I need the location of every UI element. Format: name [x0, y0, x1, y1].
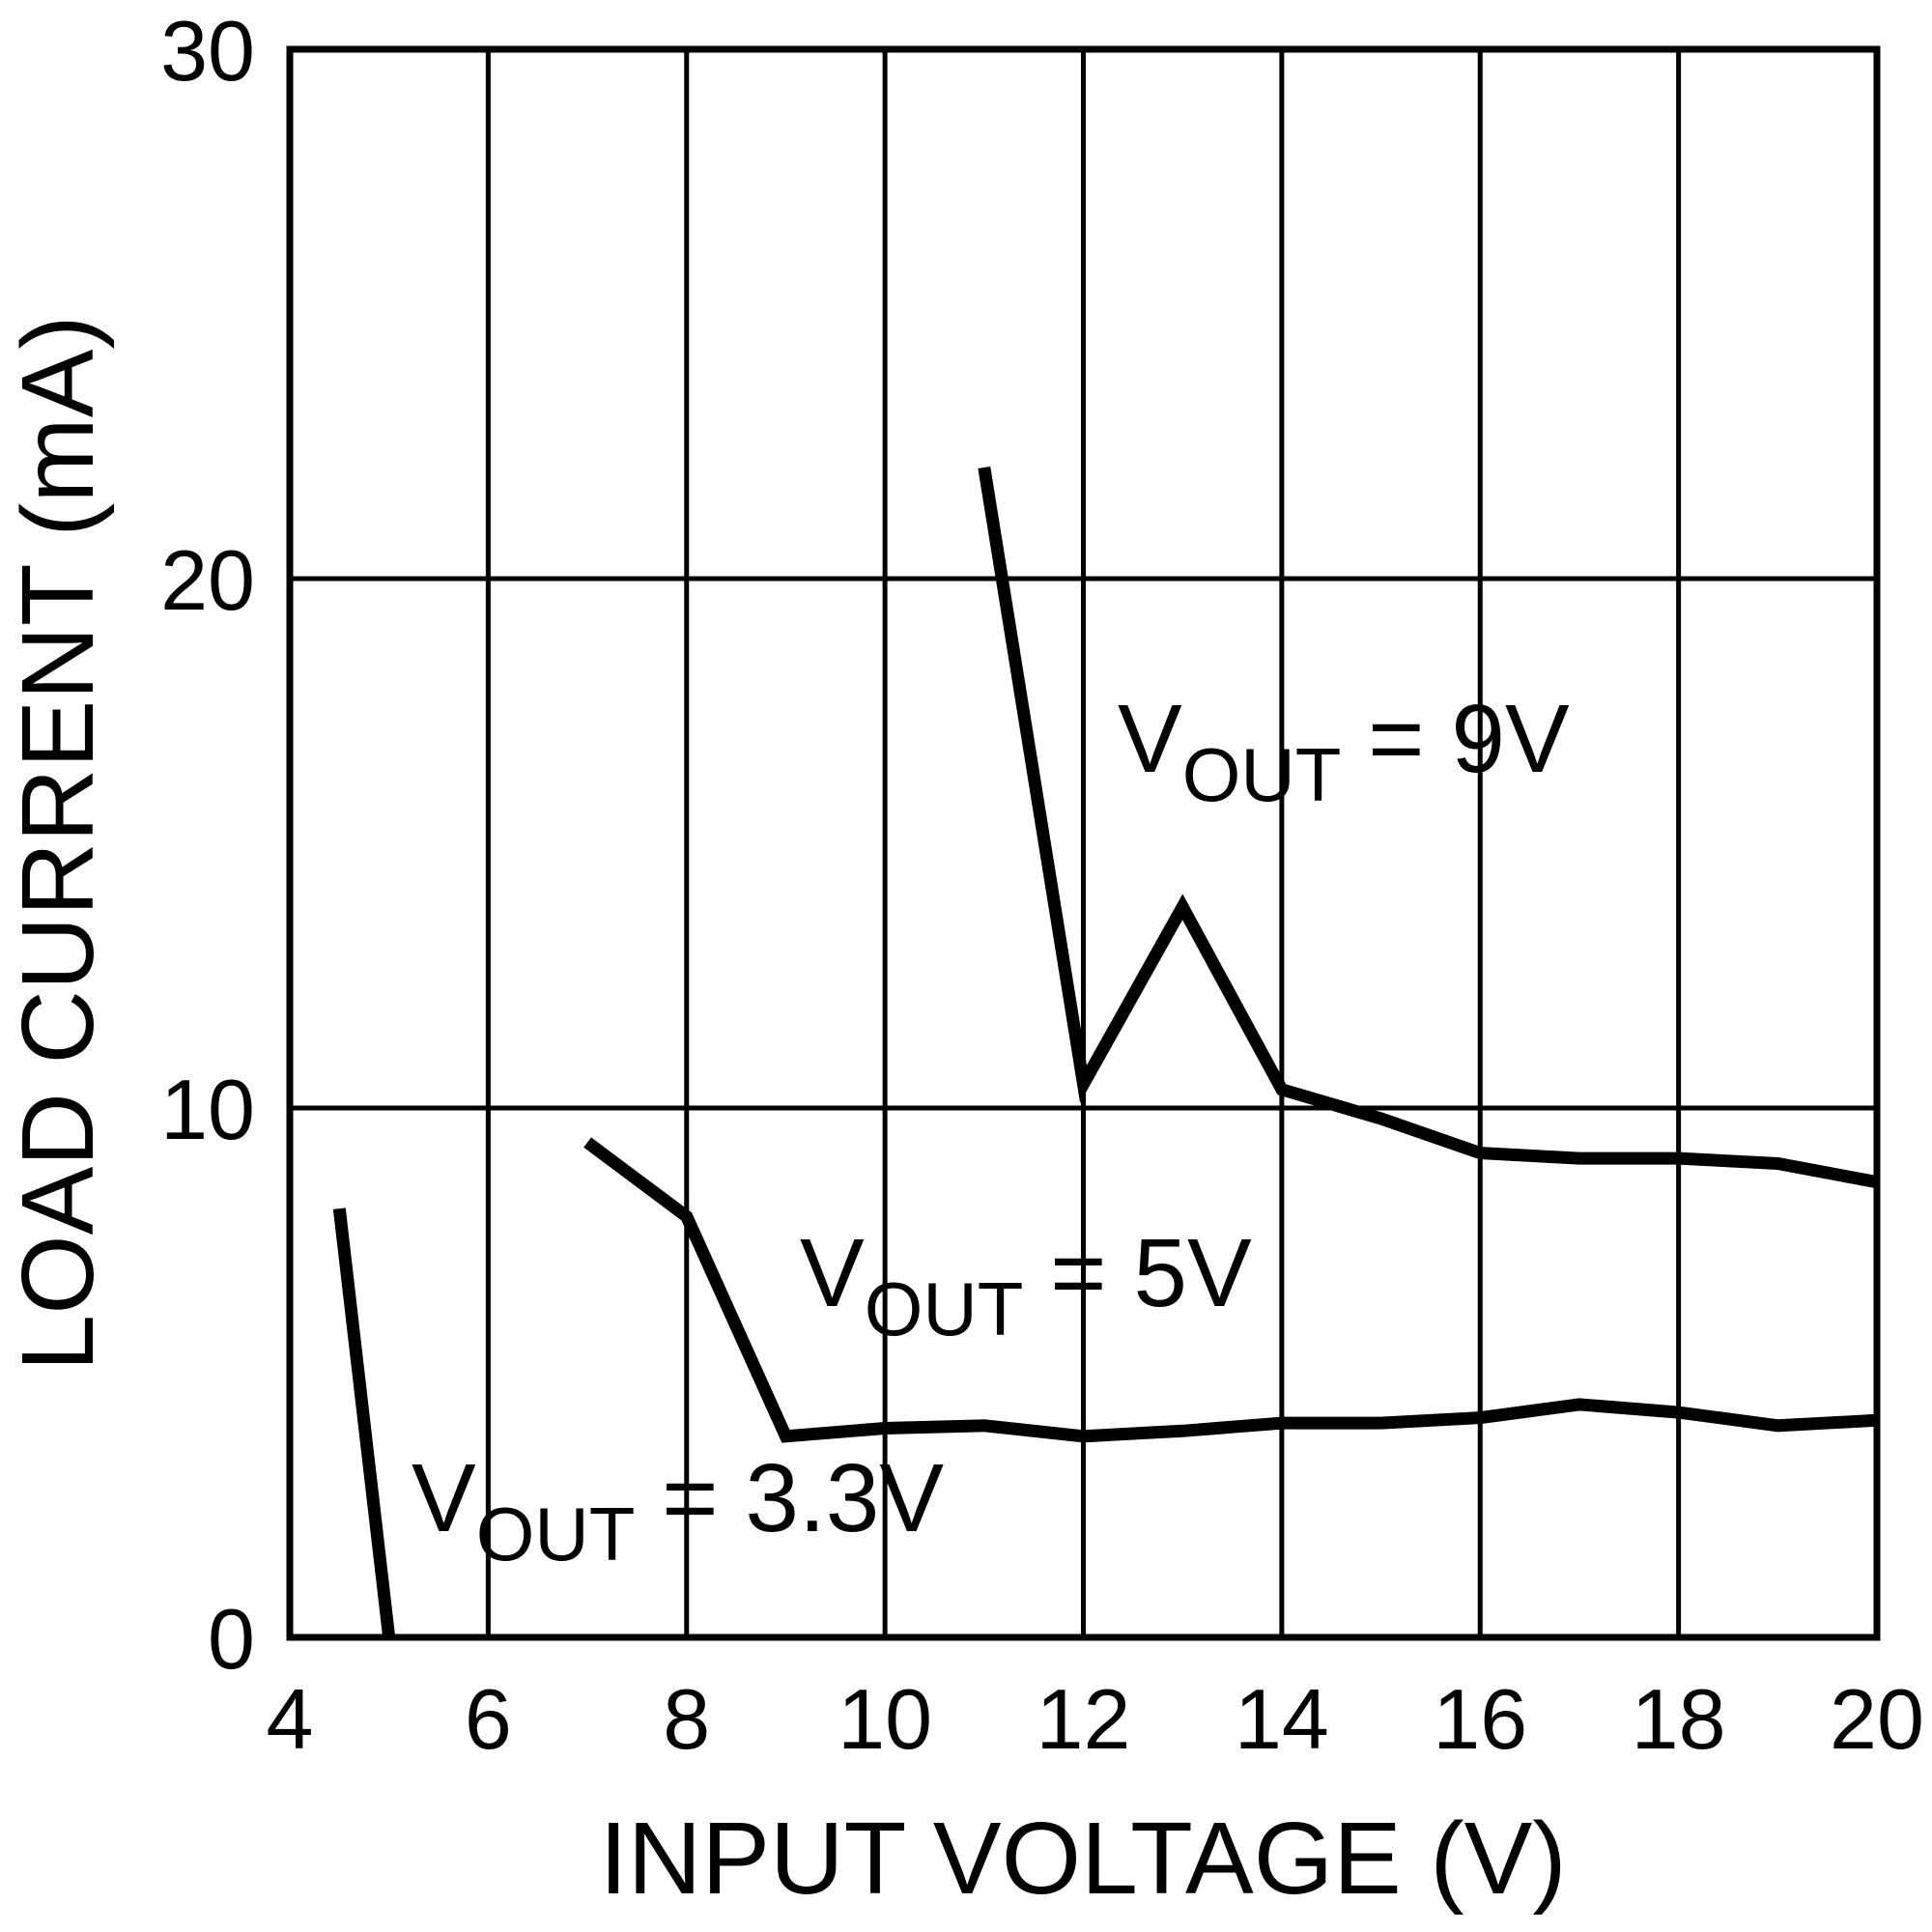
- x-tick-label: 12: [1037, 1671, 1131, 1767]
- annotation-rest: = 5V: [1023, 1219, 1252, 1327]
- x-tick-label: 16: [1433, 1671, 1527, 1767]
- x-tick-label: 10: [838, 1671, 932, 1767]
- annotation: VOUT = 9V: [1118, 685, 1570, 817]
- x-tick-label: 4: [267, 1671, 314, 1767]
- annotation-rest: = 9V: [1341, 685, 1570, 793]
- annotation-main: V: [1118, 685, 1182, 793]
- annotation: VOUT = 3.3V: [412, 1444, 944, 1577]
- y-tick-label: 20: [160, 532, 255, 628]
- plot-frame: [286, 45, 1881, 1641]
- y-tick-label: 30: [160, 3, 255, 99]
- x-tick-label: 14: [1235, 1671, 1329, 1767]
- annotation-sub: OUT: [1182, 732, 1342, 817]
- annotation-main: V: [800, 1219, 865, 1327]
- annotation: VOUT = 5V: [800, 1219, 1252, 1351]
- series-line: [978, 466, 1879, 1189]
- annotation-main: V: [412, 1444, 476, 1552]
- annotation-sub: OUT: [476, 1492, 636, 1577]
- x-tick-label: 18: [1632, 1671, 1726, 1767]
- x-axis-title: INPUT VOLTAGE (V): [599, 1802, 1566, 1916]
- y-tick-label: 0: [208, 1591, 255, 1687]
- series-line: [583, 1137, 1878, 1443]
- series-line: [332, 1208, 396, 1638]
- annotation-sub: OUT: [865, 1266, 1024, 1351]
- x-tick-label: 6: [465, 1671, 512, 1767]
- y-axis-title: LOAD CURRENT (mA): [1, 315, 115, 1371]
- y-tick-label: 10: [160, 1062, 255, 1157]
- annotation-rest: = 3.3V: [635, 1444, 944, 1552]
- x-tick-label: 20: [1830, 1671, 1924, 1767]
- x-tick-label: 8: [663, 1671, 710, 1767]
